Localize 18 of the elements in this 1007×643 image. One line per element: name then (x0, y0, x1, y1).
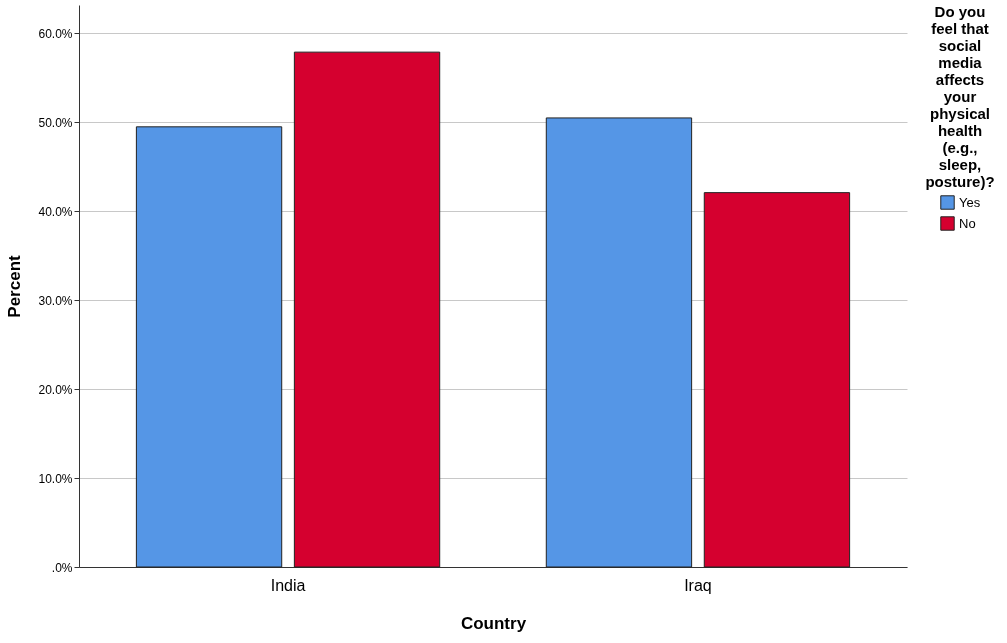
bar (703, 192, 851, 568)
y-tick-label: 60.0% (38, 26, 73, 41)
bar (545, 117, 693, 568)
x-tick-label: India (270, 576, 306, 594)
y-tick-label: 40.0% (38, 204, 73, 219)
legend-label: No (959, 215, 976, 231)
legend-label: Yes (959, 194, 981, 210)
bar (135, 126, 283, 568)
x-tick-label: Iraq (684, 576, 712, 594)
y-tick-label: 10.0% (38, 471, 73, 486)
y-tick-label: 50.0% (38, 115, 73, 130)
y-axis-title: Percent (5, 254, 25, 318)
y-tick-label: 30.0% (38, 293, 73, 308)
x-axis-title: Country (460, 613, 527, 633)
y-tick-label: .0% (51, 560, 73, 575)
y-tick-label: 20.0% (38, 382, 73, 397)
bar (293, 51, 441, 568)
text: Do you feel that social media affects your physical health (e.g., sleep, posture)? (925, 3, 995, 190)
